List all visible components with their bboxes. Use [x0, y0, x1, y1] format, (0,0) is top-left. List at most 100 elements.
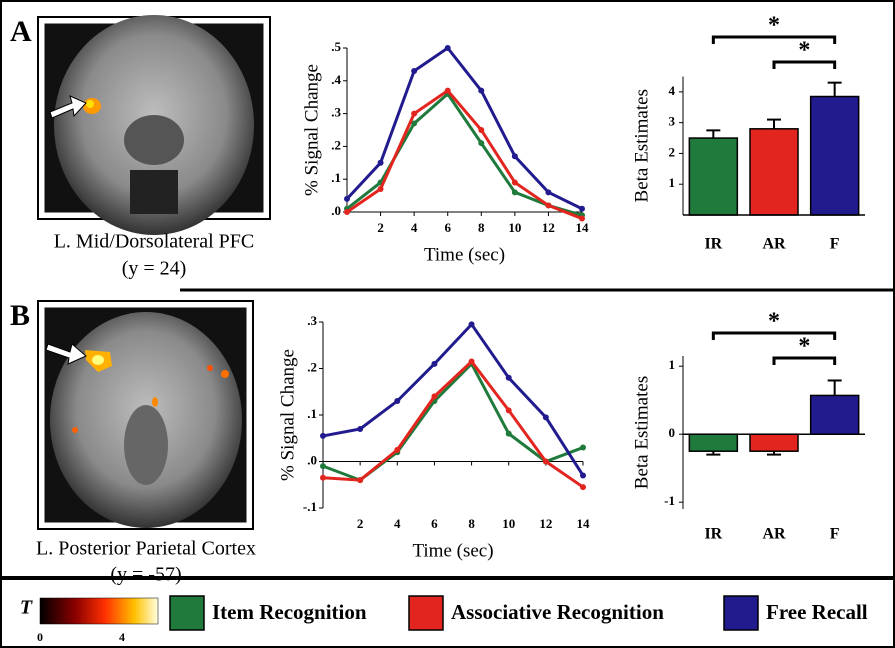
- data-point: [344, 209, 350, 215]
- y-tick-label: .0: [331, 203, 341, 218]
- x-tick-label: F: [830, 526, 840, 543]
- legend-swatch: [170, 596, 204, 630]
- data-point: [478, 140, 484, 146]
- x-tick-label: 6: [444, 220, 451, 235]
- data-point: [445, 45, 451, 51]
- x-tick-label: 2: [377, 220, 384, 235]
- y-tick-label: 1: [669, 175, 676, 190]
- data-point: [580, 445, 586, 451]
- y-tick-label: 0: [669, 425, 676, 440]
- y-tick-label: .1: [307, 406, 317, 421]
- x-tick-label: 14: [576, 220, 590, 235]
- panel-label: B: [10, 299, 30, 332]
- series-line: [323, 324, 583, 475]
- x-tick-label: AR: [762, 236, 786, 253]
- bar: [689, 138, 737, 215]
- caption: (y = 24): [122, 258, 187, 280]
- data-point: [545, 202, 551, 208]
- legend-label: Item Recognition: [212, 600, 367, 624]
- x-tick-label: IR: [704, 526, 722, 543]
- x-tick-label: 2: [357, 516, 364, 531]
- significance-label: *: [768, 309, 780, 335]
- data-point: [378, 160, 384, 166]
- colorbar-label: T: [20, 597, 33, 619]
- x-tick-label: 14: [577, 516, 591, 531]
- data-point: [579, 216, 585, 222]
- y-axis-label: % Signal Change: [301, 64, 322, 196]
- data-point: [411, 68, 417, 74]
- panel-label: A: [10, 15, 32, 48]
- significance-label: *: [798, 334, 810, 360]
- y-axis-label: Beta Estimates: [631, 89, 652, 202]
- data-point: [579, 206, 585, 212]
- data-point: [431, 393, 437, 399]
- brain-image: [38, 301, 253, 529]
- x-tick-label: 8: [478, 220, 485, 235]
- data-point: [469, 359, 475, 365]
- data-point: [320, 463, 326, 469]
- y-axis-label: Beta Estimates: [631, 376, 652, 489]
- bar: [811, 395, 859, 434]
- bar: [750, 129, 798, 215]
- x-tick-label: IR: [704, 236, 722, 253]
- y-tick-label: .4: [331, 72, 341, 87]
- x-tick-label: 4: [394, 516, 401, 531]
- y-tick-label: .3: [307, 313, 317, 328]
- significance-label: *: [768, 13, 780, 39]
- data-point: [469, 321, 475, 327]
- colorbar-tick: 4: [119, 630, 125, 644]
- data-point: [543, 414, 549, 420]
- data-point: [478, 88, 484, 94]
- data-point: [378, 186, 384, 192]
- y-tick-label: .1: [331, 170, 341, 185]
- x-tick-label: 4: [411, 220, 418, 235]
- data-point: [580, 472, 586, 478]
- data-point: [543, 459, 549, 465]
- data-point: [512, 179, 518, 185]
- x-axis-label: Time (sec): [424, 244, 505, 265]
- bar: [750, 434, 798, 451]
- x-tick-label: F: [830, 236, 840, 253]
- legend-swatch: [409, 596, 443, 630]
- x-tick-label: 8: [468, 516, 475, 531]
- data-point: [512, 153, 518, 159]
- bar: [689, 434, 737, 451]
- data-point: [545, 189, 551, 195]
- y-tick-label: .2: [307, 359, 317, 374]
- data-point: [580, 484, 586, 490]
- data-point: [394, 447, 400, 453]
- data-point: [431, 361, 437, 367]
- colorbar: [40, 598, 158, 624]
- brain-image: [38, 15, 270, 235]
- y-tick-label: 1: [669, 357, 676, 372]
- bar: [811, 97, 859, 215]
- y-tick-label: -1: [664, 493, 675, 508]
- x-tick-label: 6: [431, 516, 438, 531]
- y-tick-label: -.1: [303, 499, 317, 514]
- significance-label: *: [798, 38, 810, 64]
- caption: L. Posterior Parietal Cortex: [36, 538, 256, 560]
- data-point: [506, 375, 512, 381]
- y-tick-label: 3: [669, 114, 676, 129]
- x-tick-label: AR: [762, 526, 786, 543]
- colorbar-tick: 0: [37, 630, 43, 644]
- series-line: [323, 362, 583, 488]
- data-point: [411, 111, 417, 117]
- y-tick-label: .3: [331, 105, 341, 120]
- caption: L. Mid/Dorsolateral PFC: [54, 231, 255, 253]
- data-point: [357, 426, 363, 432]
- y-tick-label: .5: [331, 39, 341, 54]
- y-tick-label: 2: [669, 144, 676, 159]
- data-point: [320, 433, 326, 439]
- legend-label: Free Recall: [766, 600, 868, 624]
- data-point: [506, 407, 512, 413]
- legend-swatch: [724, 596, 758, 630]
- data-point: [344, 196, 350, 202]
- x-tick-label: 12: [539, 516, 552, 531]
- y-tick-label: 4: [669, 83, 676, 98]
- y-tick-label: .0: [307, 452, 317, 467]
- x-tick-label: 12: [542, 220, 555, 235]
- x-axis-label: Time (sec): [412, 540, 493, 561]
- data-point: [506, 431, 512, 437]
- data-point: [478, 127, 484, 133]
